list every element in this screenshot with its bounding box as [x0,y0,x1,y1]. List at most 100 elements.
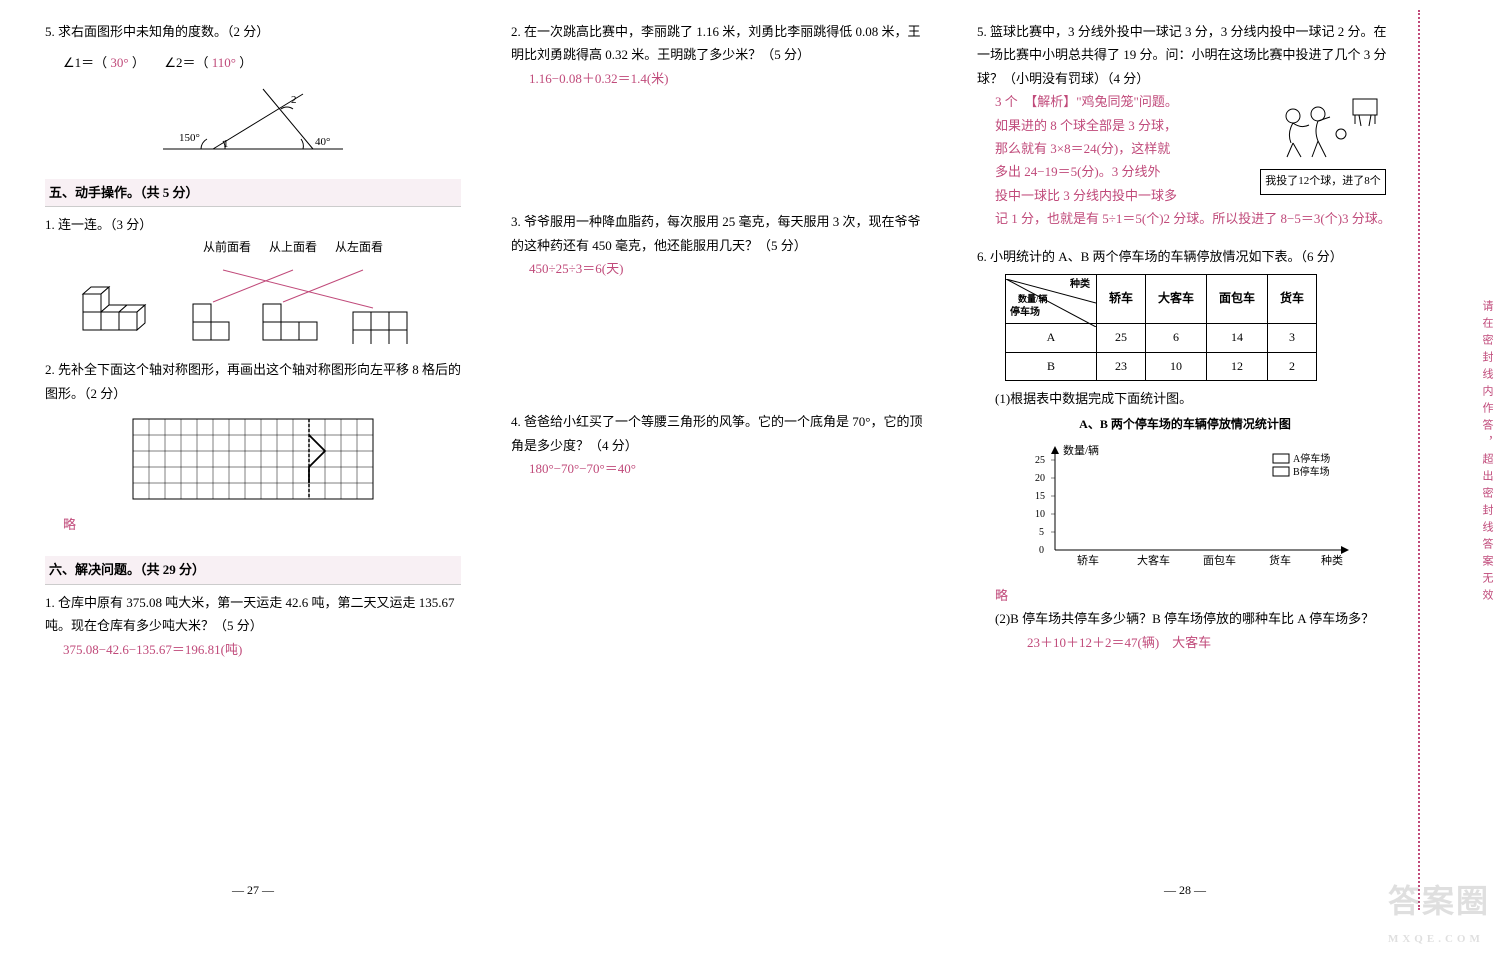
svg-text:大客车: 大客车 [1137,553,1170,567]
row-b-2: 12 [1207,352,1268,381]
chart-ans: 略 [977,584,1393,607]
watermark: 答案圈 MXQE.COM [1388,873,1490,950]
view-top: 从上面看 [269,237,317,259]
c1-s5-q2-text: 2. 先补全下面这个轴对称图形，再画出这个轴对称图形向左平移 8 格后的图形。（… [45,358,461,405]
col-3: 货车 [1268,274,1317,323]
label-2: 2 [291,94,297,106]
column-1: 5. 求右面图形中未知角的度数。（2 分） ∠1＝（ 30° ） ∠2＝（ 11… [20,10,486,910]
c3-q6-sub1: (1)根据表中数据完成下面统计图。 [977,387,1393,410]
view-shape-3 [353,312,407,344]
basketball-icon [1263,94,1383,164]
c3-q5-ans-1: 如果进的 8 个球全部是 3 分球， [995,114,1245,137]
ang1-ans: 30° [110,55,128,70]
legend-a: A停车场 [1293,452,1330,465]
view-match-figure [73,264,433,344]
ang2-close: ） [239,55,252,70]
row-a-3: 3 [1268,323,1317,352]
basketball-illustration: 我投了12个球，进了8个 [1253,90,1393,207]
c3-q5-ans-3: 多出 24−19＝5(分)。3 分线外 [995,160,1245,183]
c2-q2-ans: 1.16−0.08＋0.32＝1.4(米) [511,67,927,90]
col-1: 大客车 [1146,274,1207,323]
parking-table: 种类 数量/辆 停车场 轿车 大客车 面包车 货车 A 25 6 14 3 [1005,274,1317,381]
view-shape-2 [263,304,317,340]
c3-q5-ans-0: 3 个 【解析】"鸡兔同笼"问题。 [995,90,1245,113]
speech-bubble: 我投了12个球，进了8个 [1260,169,1386,195]
view-labels: 从前面看 从上面看 从左面看 [125,237,461,259]
table-row: B 23 10 12 2 [1006,352,1317,381]
c1-s6-q1-text: 1. 仓库中原有 375.08 吨大米，第一天运走 42.6 吨，第二天又运走 … [45,591,461,638]
watermark-text: 答案圈 [1388,883,1490,919]
ang2-ans: 110° [212,55,236,70]
c1-s5-q1: 1. 连一连。（3 分） 从前面看 从上面看 从左面看 [45,213,461,344]
page-num-left: — 27 — [232,880,274,902]
c3-q5-ans-4: 投中一球比 3 分线内投中一球多 [995,184,1245,207]
diag-bot: 停车场 [1010,304,1040,322]
view-front: 从前面看 [203,237,251,259]
view-left: 从左面看 [335,237,383,259]
c3-q6-sub2-ans: 23＋10＋12＋2＝47(辆) 大客车 [1009,631,1393,654]
c2-q4-text: 4. 爸爸给小红买了一个等腰三角形的风筝。它的一个底角是 70°，它的顶角是多少… [511,410,927,457]
svg-text:轿车: 轿车 [1077,553,1099,567]
svg-text:种类: 种类 [1321,553,1343,567]
ylabel: 数量/辆 [1063,443,1099,457]
c1-s5-q2-ans: 略 [45,513,461,536]
row-b-3: 2 [1268,352,1317,381]
svg-text:0: 0 [1039,545,1044,556]
svg-text:15: 15 [1035,491,1045,502]
margin-note: 请在密封线内作答，超出密封线答案无效 [1476,300,1496,606]
c3-q5-ans-block: 3 个 【解析】"鸡兔同笼"问题。 如果进的 8 个球全部是 3 分球， 那么就… [977,90,1245,207]
c1-s5-q1-text: 1. 连一连。（3 分） [45,213,461,236]
c3-q5-ans-2: 那么就有 3×8＝24(分)，这样就 [995,137,1245,160]
c1-q5-answers: ∠1＝（ 30° ） ∠2＝（ 110° ） [45,51,461,74]
c2-q4-ans: 180°−70°−70°＝40° [511,457,927,480]
c2-q3-text: 3. 爷爷服用一种降血脂药，每次服用 25 毫克，每天服用 3 次，现在爷爷的这… [511,210,927,257]
watermark-sub: MXQE.COM [1388,930,1490,950]
svg-text:10: 10 [1035,509,1045,520]
label-1: 1 [223,138,229,150]
diag-header: 种类 数量/辆 停车场 [1006,275,1096,323]
c3-q5-ans-tail: 记 1 分，也就是有 5÷1＝5(个)2 分球。所以投进了 8−5＝3(个)3 … [977,207,1393,230]
svg-text:20: 20 [1035,473,1045,484]
ang1-label: ∠1＝（ [63,55,107,70]
c3-q5-text: 5. 篮球比赛中，3 分线外投中一球记 3 分，3 分线内投中一球记 2 分。在… [977,20,1393,90]
c1-s6-q1: 1. 仓库中原有 375.08 吨大米，第一天运走 42.6 吨，第二天又运走 … [45,591,461,661]
c2-q3: 3. 爷爷服用一种降血脂药，每次服用 25 毫克，每天服用 3 次，现在爷爷的这… [511,210,927,280]
diag-top: 种类 [1070,276,1090,294]
c1-s5-q2: 2. 先补全下面这个轴对称图形，再画出这个轴对称图形向左平移 8 格后的图形。（… [45,358,461,536]
c3-q6: 6. 小明统计的 A、B 两个停车场的车辆停放情况如下表。（6 分） 种类 数量… [977,245,1393,655]
label-40: 40° [315,136,330,148]
section-5-header: 五、动手操作。（共 5 分） [45,179,461,207]
svg-text:货车: 货车 [1269,553,1291,567]
table-row: A 25 6 14 3 [1006,323,1317,352]
label-150: 150° [179,132,200,144]
section-6-header: 六、解决问题。（共 29 分） [45,556,461,584]
ang2-label: ∠2＝（ [164,55,208,70]
col-0: 轿车 [1097,274,1146,323]
row-a-0: 25 [1097,323,1146,352]
column-3: 5. 篮球比赛中，3 分线外投中一球记 3 分，3 分线内投中一球记 2 分。在… [952,10,1420,910]
c2-q4: 4. 爸爸给小红买了一个等腰三角形的风筝。它的一个底角是 70°，它的顶角是多少… [511,410,927,480]
row-b-1: 10 [1146,352,1207,381]
svg-text:面包车: 面包车 [1203,553,1236,567]
column-2: 2. 在一次跳高比赛中，李丽跳了 1.16 米，刘勇比李丽跳得低 0.08 米，… [486,10,952,910]
row-b-0: 23 [1097,352,1146,381]
grid-figure [123,409,383,509]
c2-q2: 2. 在一次跳高比赛中，李丽跳了 1.16 米，刘勇比李丽跳得低 0.08 米，… [511,20,927,90]
row-a-1: 6 [1146,323,1207,352]
c3-q6-sub2: (2)B 停车场共停车多少辆？B 停车场停放的哪种车比 A 停车场多？ [977,607,1393,630]
bar-chart: 数量/辆 0 5 10 15 20 25 轿车 大客车 面包车 货车 种类 [1005,440,1365,580]
row-b-name: B [1006,352,1097,381]
svg-text:25: 25 [1035,455,1045,466]
c1-q5-text: 5. 求右面图形中未知角的度数。（2 分） [45,20,461,43]
c1-s6-q1-ans: 375.08−42.6−135.67＝196.81(吨) [45,638,461,661]
ang1-close: ） [132,55,145,70]
col-2: 面包车 [1207,274,1268,323]
c2-q2-text: 2. 在一次跳高比赛中，李丽跳了 1.16 米，刘勇比李丽跳得低 0.08 米，… [511,20,927,67]
legend-b: B停车场 [1293,465,1330,478]
c3-q6-text: 6. 小明统计的 A、B 两个停车场的车辆停放情况如下表。（6 分） [977,245,1393,268]
row-a-name: A [1006,323,1097,352]
c2-q3-ans: 450÷25÷3＝6(天) [511,257,927,280]
page-num-right: — 28 — [1164,880,1206,902]
svg-text:5: 5 [1039,527,1044,538]
c1-q5: 5. 求右面图形中未知角的度数。（2 分） ∠1＝（ 30° ） ∠2＝（ 11… [45,20,461,159]
